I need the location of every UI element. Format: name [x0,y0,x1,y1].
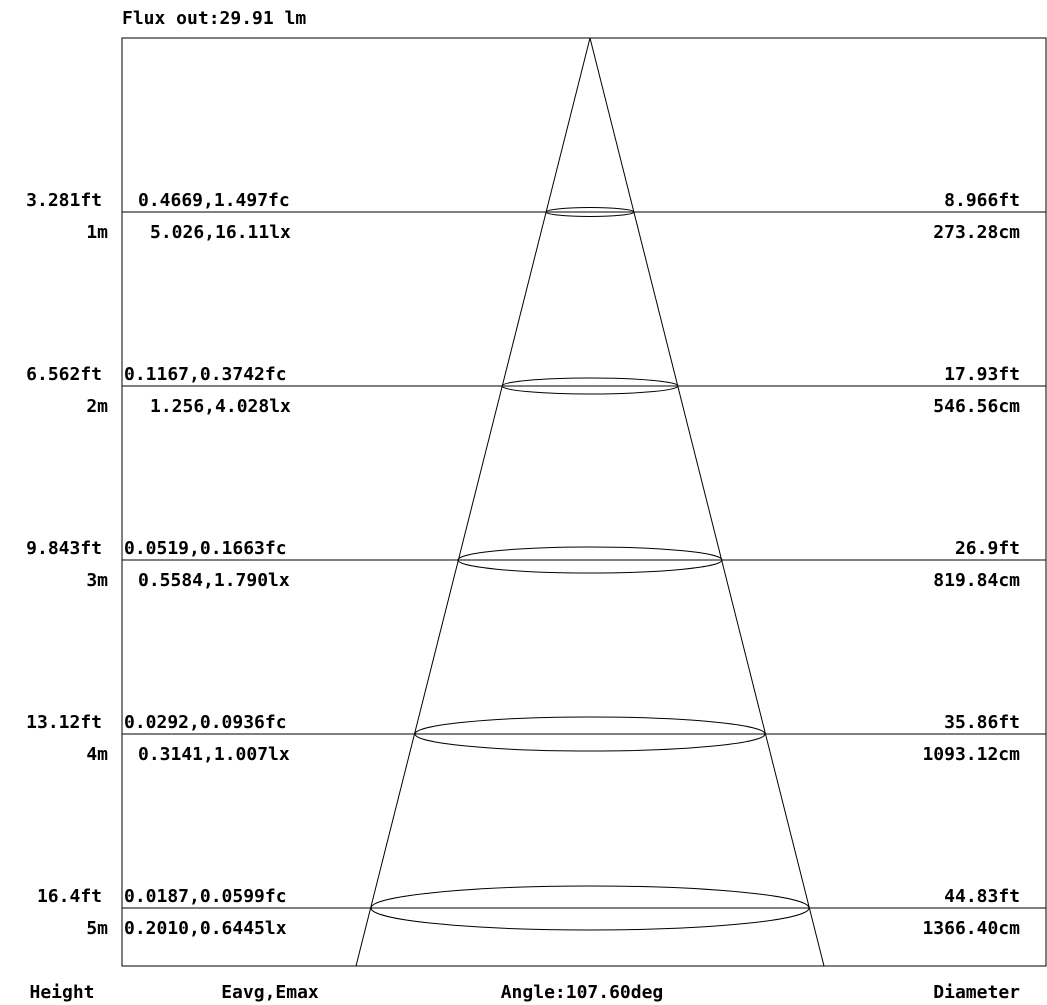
illuminance-fc-label: 0.0519,0.1663fc [124,538,287,559]
flux-out-label: Flux out:29.91 lm [122,8,306,29]
height-ft-label: 13.12ft [26,712,102,733]
illuminance-lx-label: 5.026,16.11lx [150,222,291,243]
height-column-label: Height [29,982,94,1003]
beam-ellipse-2m [501,377,679,395]
height-m-label: 4m [86,744,108,765]
illuminance-fc-label: 0.4669,1.497fc [138,190,290,211]
height-ft-label: 16.4ft [37,886,102,907]
beam-ellipse-5m [370,885,810,931]
diameter-ft-label: 44.83ft [944,886,1020,907]
diameter-ft-label: 35.86ft [944,712,1020,733]
illuminance-lx-label: 0.2010,0.6445lx [124,918,287,939]
height-m-label: 3m [86,570,108,591]
diameter-ft-label: 17.93ft [944,364,1020,385]
illuminance-fc-label: 0.1167,0.3742fc [124,364,287,385]
illuminance-fc-label: 0.0187,0.0599fc [124,886,287,907]
beam-ellipse-3m [457,546,723,574]
plot-frame [121,37,1047,967]
diameter-ft-label: 26.9ft [955,538,1020,559]
illuminance-lx-label: 0.5584,1.790lx [138,570,290,591]
beam-cone-left-edge [355,37,591,967]
illuminance-lx-label: 0.3141,1.007lx [138,744,290,765]
illuminance-column-label: Eavg,Emax [221,982,319,1003]
beam-angle-label: Angle:107.60deg [501,982,664,1003]
diameter-cm-label: 819.84cm [933,570,1020,591]
height-m-label: 1m [86,222,108,243]
height-ft-label: 9.843ft [26,538,102,559]
diameter-cm-label: 1093.12cm [922,744,1020,765]
diameter-column-label: Diameter [933,982,1020,1003]
illuminance-lx-label: 1.256,4.028lx [150,396,291,417]
height-m-label: 2m [86,396,108,417]
diameter-cm-label: 546.56cm [933,396,1020,417]
diameter-cm-label: 273.28cm [933,222,1020,243]
height-m-label: 5m [86,918,108,939]
beam-ellipse-1m [545,207,635,217]
beam-cone-right-edge [589,37,825,967]
diameter-ft-label: 8.966ft [944,190,1020,211]
diameter-cm-label: 1366.40cm [922,918,1020,939]
height-ft-label: 6.562ft [26,364,102,385]
illuminance-fc-label: 0.0292,0.0936fc [124,712,287,733]
height-ft-label: 3.281ft [26,190,102,211]
beam-ellipse-4m [414,716,766,752]
